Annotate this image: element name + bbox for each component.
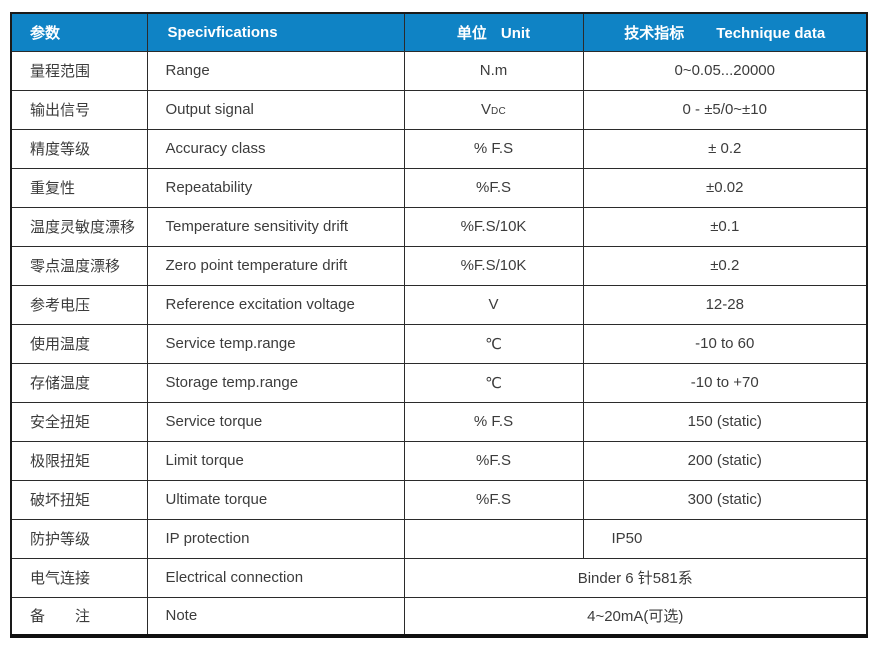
unit-cell: %F.S [403, 479, 584, 520]
value-cell: -10 to 60 [582, 323, 868, 364]
value-cell: ± 0.2 [582, 128, 868, 169]
param-cell: 极限扭矩 [10, 440, 148, 481]
param-cell: 防护等级 [10, 518, 148, 559]
spec-cell: Ultimate torque [146, 479, 405, 520]
table-row-range: 量程范围 Range N.m 0~0.05...20000 [10, 50, 868, 91]
spec-cell: Note [146, 596, 405, 637]
unit-cell: VDC [403, 89, 584, 130]
spec-table-container: 参数 Specivfications 单位 Unit 技术指标 Technique … [10, 12, 868, 638]
table-row-output-signal: 输出信号 Output signal VDC 0 - ±5/0~±10 [10, 89, 868, 130]
param-cell: 输出信号 [10, 89, 148, 130]
spec-cell: Repeatability [146, 167, 405, 208]
spec-cell: Output signal [146, 89, 405, 130]
unit-cell: %F.S/10K [403, 206, 584, 247]
header-tech-en: Technique data [716, 24, 826, 42]
table-row-electrical-connection: 电气连接 Electrical connection Binder 6 针581… [10, 557, 868, 598]
table-row-accuracy: 精度等级 Accuracy class % F.S ± 0.2 [10, 128, 868, 169]
param-cell: 备 注 [10, 596, 148, 637]
value-cell: 12-28 [582, 284, 868, 325]
unit-cell: %F.S/10K [403, 245, 584, 286]
table-row-storage-temp: 存储温度 Storage temp.range ℃ -10 to +70 [10, 362, 868, 403]
header-tech-zh: 技术指标 [624, 24, 685, 42]
param-cell: 安全扭矩 [10, 401, 148, 442]
specification-table: 参数 Specivfications 单位 Unit 技术指标 Technique … [10, 12, 868, 638]
header-unit-zh: 单位 [456, 24, 487, 42]
unit-cell: N.m [403, 50, 584, 91]
spec-cell: Service torque [146, 401, 405, 442]
unit-cell: V [403, 284, 584, 325]
spec-cell: Electrical connection [146, 557, 405, 598]
table-row-ip-protection: 防护等级 IP protection IP50 [10, 518, 868, 559]
param-cell: 使用温度 [10, 323, 148, 364]
param-cell: 零点温度漂移 [10, 245, 148, 286]
param-cell: 电气连接 [10, 557, 148, 598]
unit-cell: %F.S [403, 167, 584, 208]
value-cell: ±0.1 [582, 206, 868, 247]
spec-cell: IP protection [146, 518, 405, 559]
spec-cell: Service temp.range [146, 323, 405, 364]
value-cell: ±0.02 [582, 167, 868, 208]
spec-cell: Accuracy class [146, 128, 405, 169]
value-cell: 0~0.05...20000 [582, 50, 868, 91]
spec-cell: Reference excitation voltage [146, 284, 405, 325]
unit-cell: % F.S [403, 128, 584, 169]
spec-cell: Zero point temperature drift [146, 245, 405, 286]
value-cell: 200 (static) [582, 440, 868, 481]
value-cell: ±0.2 [582, 245, 868, 286]
param-cell: 重复性 [10, 167, 148, 208]
header-specifications: Specivfications [146, 12, 405, 52]
value-cell: 0 - ±5/0~±10 [582, 89, 868, 130]
table-header-row: 参数 Specivfications 单位 Unit 技术指标 Technique … [10, 12, 868, 52]
unit-cell: %F.S [403, 440, 584, 481]
merged-value-cell: Binder 6 针581系 [403, 557, 868, 598]
header-unit: 单位 Unit [403, 12, 584, 52]
param-cell: 精度等级 [10, 128, 148, 169]
header-unit-en: Unit [500, 24, 531, 42]
unit-cell: ℃ [403, 323, 584, 364]
spec-cell: Temperature sensitivity drift [146, 206, 405, 247]
merged-value-cell: 4~20mA(可选) [403, 596, 868, 637]
unit-main: V [480, 101, 491, 118]
param-cell: 量程范围 [10, 50, 148, 91]
table-row-reference-voltage: 参考电压 Reference excitation voltage V 12-2… [10, 284, 868, 325]
spec-cell: Storage temp.range [146, 362, 405, 403]
spec-cell: Range [146, 50, 405, 91]
value-cell: IP50 [582, 518, 868, 559]
spec-cell: Limit torque [146, 440, 405, 481]
table-row-limit-torque: 极限扭矩 Limit torque %F.S 200 (static) [10, 440, 868, 481]
unit-cell: ℃ [403, 362, 584, 403]
table-row-service-temp: 使用温度 Service temp.range ℃ -10 to 60 [10, 323, 868, 364]
value-cell: 300 (static) [582, 479, 868, 520]
table-row-service-torque: 安全扭矩 Service torque % F.S 150 (static) [10, 401, 868, 442]
table-row-zero-temp-drift: 零点温度漂移 Zero point temperature drift %F.S… [10, 245, 868, 286]
header-param-zh: 参数 [10, 12, 148, 52]
param-cell: 破坏扭矩 [10, 479, 148, 520]
unit-cell: % F.S [403, 401, 584, 442]
param-cell: 参考电压 [10, 284, 148, 325]
table-row-repeatability: 重复性 Repeatability %F.S ±0.02 [10, 167, 868, 208]
table-row-note: 备 注 Note 4~20mA(可选) [10, 596, 868, 637]
value-cell: 150 (static) [582, 401, 868, 442]
value-cell: -10 to +70 [582, 362, 868, 403]
table-row-ultimate-torque: 破坏扭矩 Ultimate torque %F.S 300 (static) [10, 479, 868, 520]
param-cell: 存储温度 [10, 362, 148, 403]
table-row-temp-sensitivity-drift: 温度灵敏度漂移 Temperature sensitivity drift %F… [10, 206, 868, 247]
unit-cell [403, 518, 584, 559]
unit-subscript: DC [490, 106, 507, 117]
header-technique-data: 技术指标 Technique data [582, 12, 868, 52]
param-cell: 温度灵敏度漂移 [10, 206, 148, 247]
